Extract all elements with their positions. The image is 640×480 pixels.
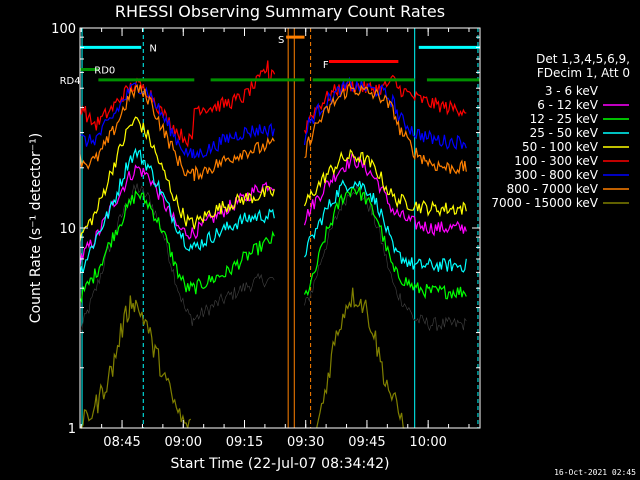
series-line-4	[79, 116, 467, 242]
legend-title-line-2: FDecim 1, Att 0	[537, 66, 630, 80]
y-tick-label-1: 10	[59, 222, 76, 237]
legend-label-2: 12 - 25 keV	[530, 112, 599, 126]
attenuator-bars	[80, 35, 480, 82]
series-line-5	[79, 60, 467, 148]
y-tick-label-2: 100	[51, 22, 76, 37]
x-axis-ticks: 08:45 09:00 09:15 09:30 09:45 10:00	[80, 28, 470, 450]
state-label-f: F	[323, 60, 329, 71]
x-tick-label-3: 09:30	[287, 435, 324, 450]
y-tick-label-0: 1	[68, 422, 76, 437]
legend-label-1: 6 - 12 keV	[537, 98, 599, 112]
legend-label-8: 7000 - 15000 keV	[491, 196, 598, 210]
x-tick-label-1: 09:00	[165, 435, 202, 450]
legend: Det 1,3,4,5,6,9, FDecim 1, Att 0 3 - 6 k…	[491, 52, 630, 210]
state-label-rd4: RD4	[60, 76, 81, 87]
legend-label-0: 3 - 6 keV	[545, 84, 599, 98]
series-line-8	[79, 287, 405, 430]
series-line-3	[79, 147, 467, 274]
x-tick-label-0: 08:45	[103, 435, 140, 450]
legend-label-7: 800 - 7000 keV	[507, 182, 599, 196]
legend-label-6: 300 - 800 keV	[514, 168, 598, 182]
legend-label-3: 25 - 50 keV	[530, 126, 599, 140]
legend-label-4: 50 - 100 keV	[522, 140, 599, 154]
generation-timestamp: 16-Oct-2021 02:45	[554, 468, 636, 477]
legend-label-5: 100 - 300 keV	[514, 154, 598, 168]
chart-title: RHESSI Observing Summary Count Rates	[115, 2, 445, 21]
state-label-s: S	[278, 35, 284, 46]
x-axis-label: Start Time (22-Jul-07 08:34:42)	[170, 456, 389, 472]
y-axis-label: Count Rate (s⁻¹ detector⁻¹)	[28, 133, 44, 323]
x-tick-label-5: 10:00	[409, 435, 446, 450]
x-tick-label-2: 09:15	[226, 435, 263, 450]
series-line-7	[79, 82, 467, 181]
legend-title-line-1: Det 1,3,4,5,6,9,	[536, 52, 630, 66]
annotation-labels: N RD0 RD4 S F	[60, 35, 329, 87]
series-layer	[79, 60, 467, 430]
series-line-2	[79, 186, 467, 304]
x-tick-label-4: 09:45	[348, 435, 385, 450]
y-axis-ticks: 1 10 100	[51, 22, 480, 437]
state-label-n: N	[149, 43, 156, 54]
state-label-rd0: RD0	[94, 66, 115, 77]
